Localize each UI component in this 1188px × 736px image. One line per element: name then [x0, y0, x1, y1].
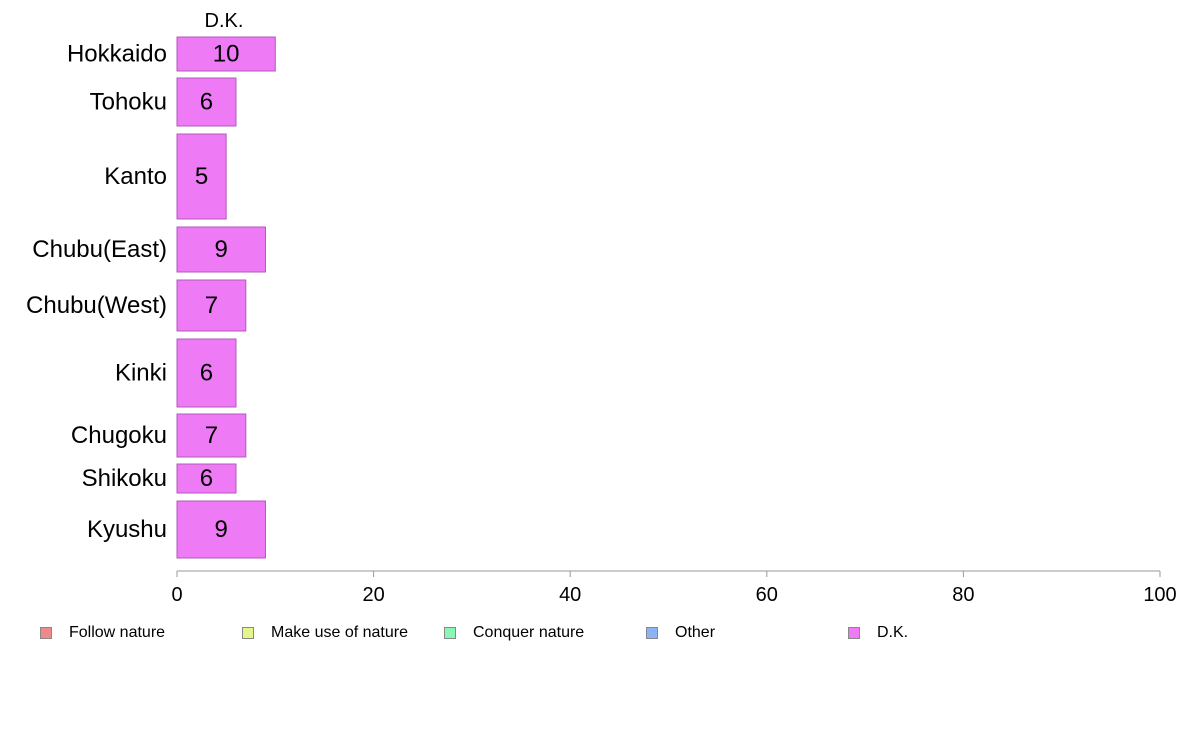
legend-swatch: [646, 627, 658, 639]
legend-item: Conquer nature: [444, 624, 584, 642]
bar-segment: [176, 77, 237, 127]
x-tick-label: 80: [952, 584, 974, 606]
bar-value-label: 5: [195, 163, 208, 190]
bar-segment: [176, 338, 237, 408]
x-tick-label: 40: [559, 584, 581, 606]
bar-segment: [176, 463, 237, 494]
x-tick-label: 0: [171, 584, 182, 606]
bar-value-label: 7: [205, 292, 218, 319]
legend-swatch: [40, 627, 52, 639]
legend-swatch: [444, 627, 456, 639]
legend-label: Make use of nature: [271, 624, 408, 641]
bar-value-label: 9: [215, 516, 228, 543]
bar-segment: [176, 413, 247, 458]
category-label: Chugoku: [71, 422, 167, 449]
bar-segment: [176, 36, 276, 72]
legend-label: D.K.: [877, 624, 909, 641]
legend-label: Conquer nature: [473, 624, 585, 641]
legend-item: Other: [646, 624, 715, 642]
legend-item: D.K.: [848, 624, 908, 642]
bar-value-label: 6: [200, 360, 213, 387]
bar-segment: [176, 133, 227, 220]
category-label: Kanto: [104, 163, 167, 190]
legend-item: Follow nature: [40, 624, 165, 642]
category-label: Tohoku: [90, 89, 167, 116]
category-label: Kinki: [115, 360, 167, 387]
category-label: Chubu(East): [32, 236, 167, 263]
bar-segment: [176, 500, 266, 559]
column-header: D.K.: [205, 10, 244, 32]
legend-label: Follow nature: [69, 624, 166, 641]
x-tick-label: 60: [756, 584, 778, 606]
legend-label: Other: [675, 624, 716, 641]
bar-value-label: 9: [215, 236, 228, 263]
category-label: Hokkaido: [67, 41, 167, 68]
category-label: Kyushu: [87, 516, 167, 543]
bar-value-label: 6: [200, 465, 213, 492]
legend-item: Make use of nature: [242, 624, 408, 642]
legend-swatch: [242, 627, 254, 639]
bar-value-label: 10: [213, 41, 240, 68]
bar-value-label: 7: [205, 422, 218, 449]
category-label: Chubu(West): [26, 292, 167, 319]
bar-segment: [176, 279, 247, 332]
bar-segment: [176, 226, 266, 273]
x-tick-label: 20: [362, 584, 384, 606]
legend-swatch: [848, 627, 860, 639]
bar-value-label: 6: [200, 89, 213, 116]
category-label: Shikoku: [82, 465, 167, 492]
x-tick-label: 100: [1143, 584, 1176, 606]
